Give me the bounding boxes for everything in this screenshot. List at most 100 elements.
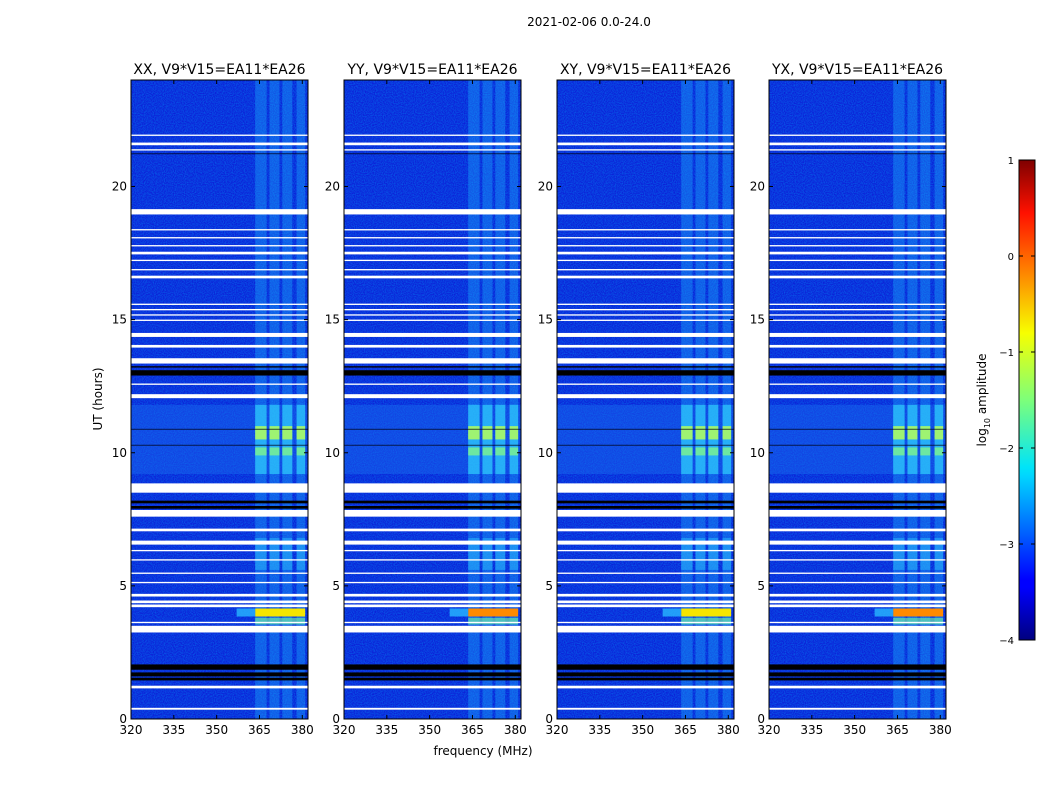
thin-dark-line <box>344 428 521 430</box>
flagged-row <box>769 332 946 337</box>
flagged-row <box>131 229 308 231</box>
x-tick-label: 365 <box>674 723 697 737</box>
flagged-row <box>344 685 521 689</box>
colorbar: 1 0 −1 −2 −3 −4 log10 amplitude <box>975 156 1036 647</box>
flagged-row <box>557 559 734 561</box>
thin-dark-line <box>131 153 308 155</box>
rfi-active <box>468 537 480 570</box>
rfi-peak <box>893 426 905 440</box>
x-tick-label: 380 <box>504 723 527 737</box>
flagged-row <box>769 344 946 348</box>
rfi-peak <box>509 426 519 440</box>
flagged-row <box>344 707 521 710</box>
flagged-row <box>131 549 308 552</box>
dark-row <box>557 500 734 504</box>
rfi-peak <box>934 426 944 440</box>
flagged-row <box>131 604 308 608</box>
dark-row <box>131 370 308 376</box>
flagged-row <box>769 625 946 633</box>
dark-row <box>344 370 521 376</box>
flagged-row <box>131 621 308 624</box>
flagged-row <box>131 483 308 493</box>
flagged-row <box>131 259 308 262</box>
rfi-peak <box>681 426 693 440</box>
rfi-band <box>681 80 693 719</box>
y-tick-label: 5 <box>332 579 340 593</box>
flagged-row <box>131 251 308 255</box>
flagged-row <box>131 625 308 633</box>
rfi-peak <box>722 447 732 456</box>
heatmap-panel: XX, V9*V15=EA11*EA26 320 335 350 365 380 0 5 10 1… <box>112 62 314 737</box>
flare-tail <box>468 617 519 625</box>
colorbar-tick-label: −3 <box>999 540 1014 551</box>
rfi-band <box>695 80 706 719</box>
rfi-band <box>482 80 493 719</box>
flagged-row <box>344 332 521 337</box>
flagged-row <box>769 621 946 624</box>
rfi-band <box>920 80 931 719</box>
flagged-row <box>557 621 734 624</box>
flagged-row <box>769 572 946 574</box>
rfi-band <box>296 80 306 719</box>
x-tick-label: 350 <box>843 723 866 737</box>
rfi-peak <box>708 426 719 440</box>
flare-tail <box>893 617 944 625</box>
flagged-row <box>769 581 946 584</box>
rfi-peak <box>482 447 493 456</box>
rfi-active <box>495 537 506 570</box>
flagged-row <box>557 269 734 271</box>
flagged-row <box>344 344 521 348</box>
flagged-row <box>344 142 521 146</box>
x-axis-label: frequency (MHz) <box>433 744 532 758</box>
flagged-row <box>769 600 946 604</box>
flagged-row <box>131 528 308 532</box>
panel-frame <box>130 79 309 720</box>
flagged-row <box>769 604 946 608</box>
dark-row <box>557 370 734 376</box>
x-tick-label: 320 <box>758 723 781 737</box>
thin-dark-line <box>769 153 946 155</box>
flagged-row <box>557 237 734 239</box>
rfi-active <box>893 537 905 570</box>
x-tick-label: 335 <box>800 723 823 737</box>
flagged-row <box>769 269 946 271</box>
flagged-row <box>557 308 734 311</box>
flagged-row <box>557 528 734 532</box>
rfi-active <box>695 537 706 570</box>
flagged-row <box>769 251 946 255</box>
flagged-row <box>769 303 946 305</box>
flagged-row <box>344 383 521 385</box>
dark-row <box>557 677 734 681</box>
heatmap-panel: XY, V9*V15=EA11*EA26 320 335 350 365 380 0 5 10 1… <box>538 62 740 737</box>
rfi-active <box>920 537 931 570</box>
panel-title: YY, V9*V15=EA11*EA26 <box>346 62 517 78</box>
flagged-row <box>557 303 734 305</box>
colorbar-label: log10 amplitude <box>975 354 992 447</box>
rfi-peak <box>468 426 480 440</box>
x-tick-label: 365 <box>248 723 271 737</box>
flagged-row <box>344 540 521 545</box>
heatmap-panels: XX, V9*V15=EA11*EA26 320 335 350 365 380 0 5 10 1… <box>112 62 952 737</box>
panel-title: XX, V9*V15=EA11*EA26 <box>133 62 305 78</box>
flagged-row <box>131 600 308 604</box>
colorbar-tick-label: 1 <box>1008 156 1014 167</box>
rfi-band <box>269 80 280 719</box>
flagged-row <box>557 625 734 633</box>
flagged-row <box>557 593 734 597</box>
flagged-row <box>344 319 521 321</box>
flagged-row <box>131 559 308 561</box>
flagged-row <box>769 142 946 146</box>
colorbar-tick-label: 0 <box>1008 252 1014 263</box>
rfi-band <box>708 80 719 719</box>
flagged-row <box>344 314 521 316</box>
dark-row <box>769 506 946 509</box>
flagged-row <box>131 383 308 385</box>
flagged-row <box>557 259 734 262</box>
rfi-active <box>255 537 267 570</box>
dark-row <box>131 664 308 670</box>
active-period-background <box>769 404 946 475</box>
thin-dark-line <box>557 444 734 446</box>
flagged-row <box>344 483 521 493</box>
rfi-peak <box>681 447 693 456</box>
